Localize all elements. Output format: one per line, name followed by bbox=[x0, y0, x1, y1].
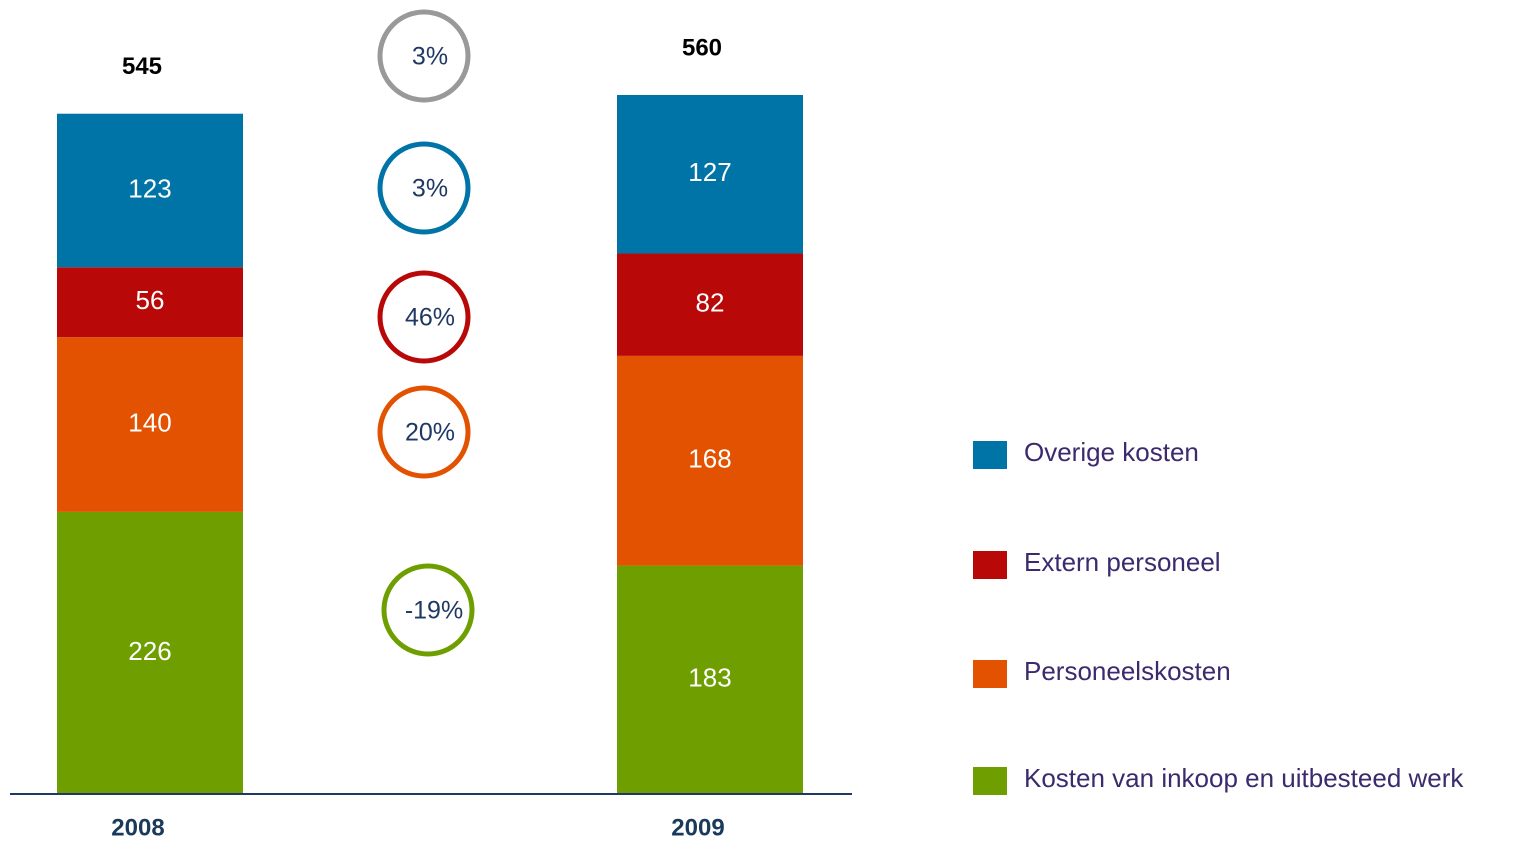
data-label: 140 bbox=[128, 407, 171, 437]
bar-segment bbox=[57, 511, 243, 794]
bar-segment bbox=[57, 113, 243, 268]
data-label: 226 bbox=[128, 636, 171, 666]
legend-label: Overige kosten bbox=[1024, 437, 1199, 467]
bar-segment bbox=[617, 95, 803, 254]
change-circle bbox=[377, 270, 471, 364]
change-label: 3% bbox=[412, 175, 448, 203]
data-label: 123 bbox=[128, 173, 171, 203]
bar-segment bbox=[617, 355, 803, 566]
bar-segment bbox=[617, 253, 803, 356]
total-label: 545 bbox=[122, 53, 162, 80]
data-label: 168 bbox=[688, 444, 731, 474]
legend-label: Personeelskosten bbox=[1024, 656, 1231, 686]
bar-segment bbox=[617, 565, 803, 794]
data-label: 127 bbox=[688, 157, 731, 187]
legend-label: Kosten van inkoop en uitbesteed werk bbox=[1024, 763, 1464, 793]
x-tick-label: 2008 bbox=[111, 814, 164, 841]
data-label: 56 bbox=[136, 285, 165, 315]
change-label: 46% bbox=[405, 304, 455, 332]
x-tick-label: 2009 bbox=[671, 814, 724, 841]
legend-swatch bbox=[973, 660, 1007, 688]
data-label: 183 bbox=[688, 663, 731, 693]
change-label: 20% bbox=[405, 419, 455, 447]
change-label: 3% bbox=[412, 43, 448, 71]
change-circle bbox=[377, 385, 471, 479]
change-circle bbox=[377, 9, 471, 103]
legend-swatch bbox=[973, 551, 1007, 579]
change-label: -19% bbox=[405, 597, 463, 625]
bar-segment bbox=[57, 267, 243, 338]
legend-swatch bbox=[973, 767, 1007, 795]
change-circle bbox=[381, 563, 475, 657]
change-circle bbox=[377, 141, 471, 235]
legend-swatch bbox=[973, 441, 1007, 469]
bar-segment bbox=[57, 337, 243, 512]
legend-label: Extern personeel bbox=[1024, 547, 1221, 577]
total-label: 560 bbox=[682, 34, 722, 61]
data-label: 82 bbox=[696, 288, 725, 318]
